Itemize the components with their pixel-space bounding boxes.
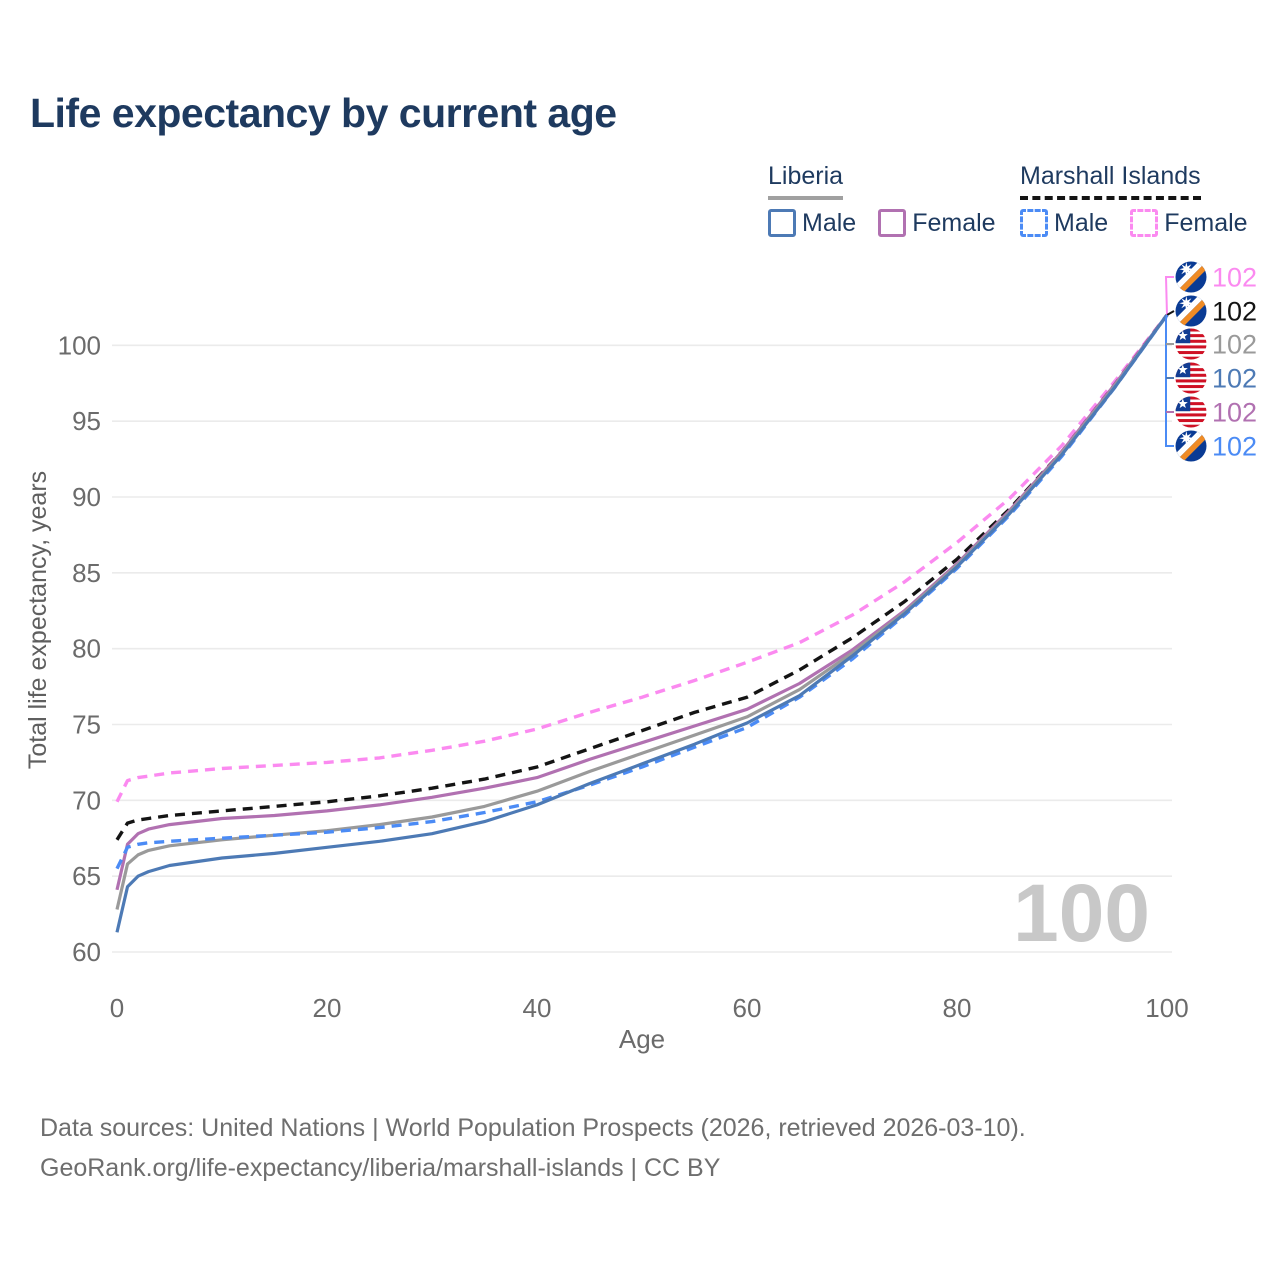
series-line-marshall-islands-total[interactable] [115, 313, 1169, 841]
legend-group-liberia: Liberia Male Female [768, 162, 1018, 238]
series-line-marshall-islands-female[interactable] [115, 313, 1169, 803]
svg-text:85: 85 [72, 558, 101, 588]
svg-text:95: 95 [72, 406, 101, 436]
end-label-value: 102 [1212, 432, 1257, 462]
watermark-max-age: 100 [1013, 868, 1150, 959]
legend-country-marshall-islands: Marshall Islands [1020, 162, 1201, 200]
end-label-liberia: 102 [1175, 328, 1257, 360]
liberia-female-swatch-icon[interactable] [878, 209, 907, 237]
series-line-marshall-islands-male[interactable] [115, 314, 1169, 870]
svg-text:60: 60 [72, 937, 101, 967]
liberia-flag-icon [1175, 362, 1207, 394]
end-label-value: 102 [1212, 297, 1257, 327]
legend-item-label: Female [912, 208, 996, 237]
svg-text:70: 70 [72, 785, 101, 815]
x-axis-title: Age [619, 1024, 665, 1054]
svg-text:100: 100 [58, 330, 101, 360]
legend-country-liberia: Liberia [768, 162, 844, 200]
end-label-value: 102 [1212, 364, 1257, 394]
svg-text:90: 90 [72, 482, 101, 512]
legend-item-label: Male [1054, 208, 1109, 237]
legend-item-liberia-male[interactable]: Male [768, 209, 856, 238]
legend-item-marshall-islands-female[interactable]: Female [1130, 208, 1248, 238]
end-label-value: 102 [1212, 398, 1257, 428]
footer-sources-line: Data sources: United Nations | World Pop… [40, 1114, 1026, 1142]
svg-text:20: 20 [313, 993, 342, 1023]
footer-url-line: GeoRank.org/life-expectancy/liberia/mars… [40, 1154, 721, 1182]
page-title: Life expectancy by current age [30, 90, 617, 136]
gridlines [112, 344, 1172, 953]
marshall-islands-male-swatch-icon[interactable] [1020, 209, 1048, 237]
series-line-liberia-female[interactable] [115, 314, 1169, 891]
legend-item-liberia-female[interactable]: Female [878, 208, 996, 238]
liberia-flag-icon [1175, 396, 1207, 428]
series-line-liberia-male[interactable] [115, 314, 1169, 933]
liberia-male-swatch-icon[interactable] [768, 209, 796, 237]
svg-text:40: 40 [523, 993, 552, 1023]
svg-text:75: 75 [72, 710, 101, 740]
svg-text:60: 60 [733, 993, 762, 1023]
svg-text:65: 65 [72, 861, 101, 891]
x-axis-tick-labels: 0 20 40 60 80 100 [110, 993, 1189, 1023]
legend-item-marshall-islands-male[interactable]: Male [1020, 209, 1108, 238]
end-label-marshall-islands-female: 102 [1175, 261, 1257, 293]
legend-item-label: Female [1164, 208, 1248, 237]
liberia-flag-icon [1175, 328, 1207, 360]
end-label-liberia-male: 102 [1175, 362, 1257, 394]
end-label-value: 102 [1212, 330, 1257, 360]
end-label-value: 102 [1212, 263, 1257, 293]
svg-text:80: 80 [943, 993, 972, 1023]
svg-text:80: 80 [72, 634, 101, 664]
end-label-marshall-islands-male: 102 [1175, 430, 1257, 462]
legend-group-marshall-islands: Marshall Islands Male Female [1020, 162, 1270, 238]
svg-text:100: 100 [1145, 993, 1188, 1023]
series-line-liberia-total[interactable] [115, 314, 1169, 910]
data-sources-footer: Data sources: United Nations | World Pop… [40, 1108, 1026, 1188]
end-label-leader-lines [1164, 276, 1175, 447]
legend-item-label: Male [802, 208, 857, 237]
line-chart-plot-area[interactable]: 60 65 70 75 80 85 90 95 100 0 20 40 60 80 100 Age Total … [0, 0, 1280, 1080]
y-axis-tick-labels: 60 65 70 75 80 85 90 95 100 [58, 330, 101, 967]
y-axis-title: Total life expectancy, years [24, 471, 52, 769]
end-label-liberia-female: 102 [1175, 396, 1257, 428]
marshall-islands-female-swatch-icon[interactable] [1130, 209, 1159, 237]
svg-text:0: 0 [110, 993, 124, 1023]
